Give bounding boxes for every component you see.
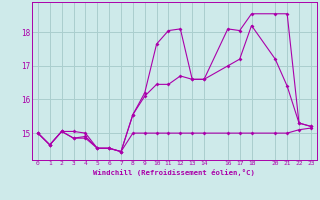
X-axis label: Windchill (Refroidissement éolien,°C): Windchill (Refroidissement éolien,°C) [93, 169, 255, 176]
